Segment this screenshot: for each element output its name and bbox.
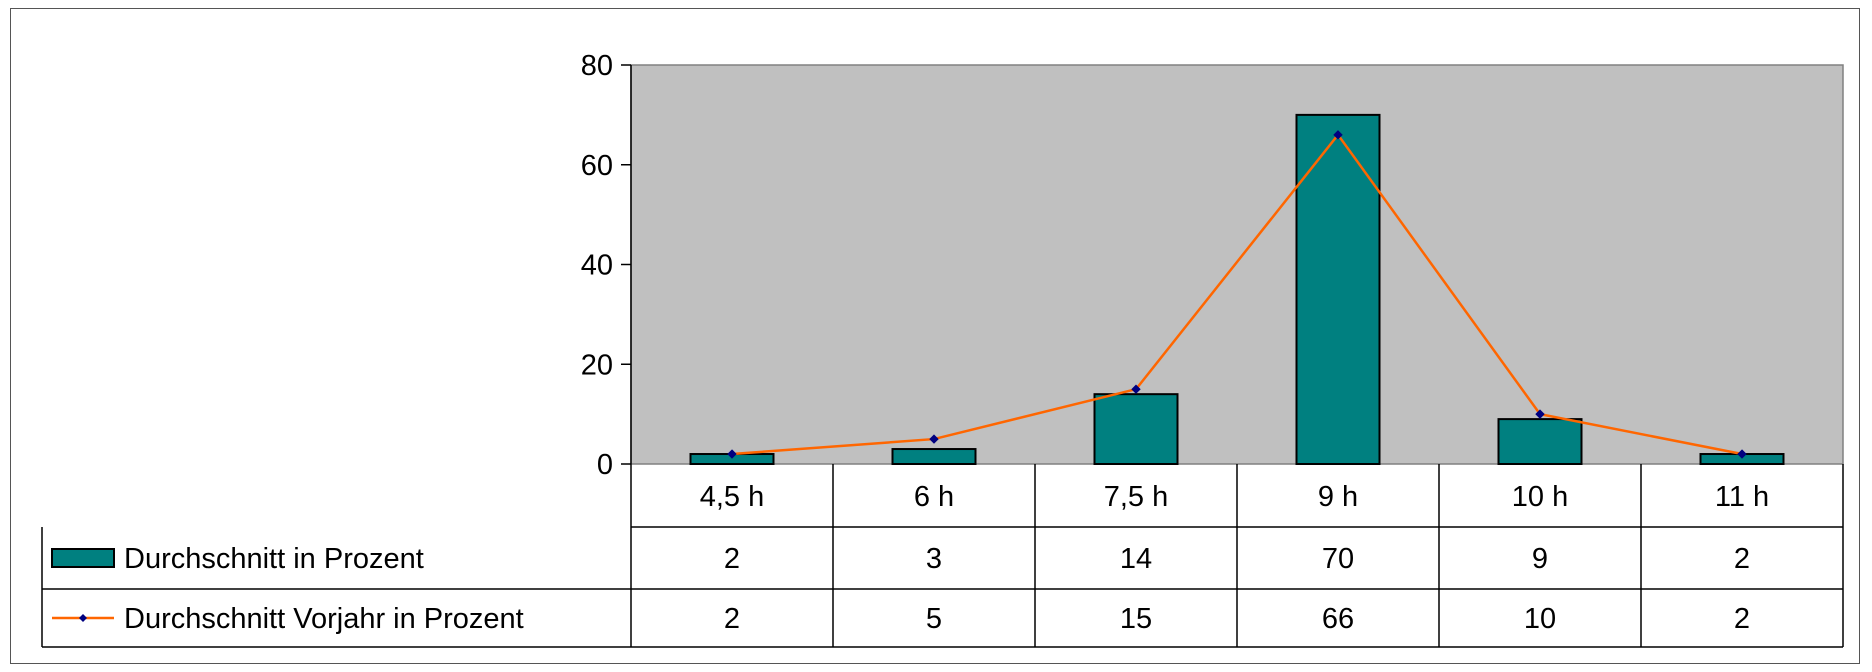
bar-5 — [1497, 418, 1583, 465]
line-point-4 — [1333, 130, 1343, 140]
bar-4 — [1295, 113, 1381, 465]
table-value-s1-6: 2 — [1734, 543, 1750, 575]
table-value-s1-3: 14 — [1120, 543, 1152, 575]
line-point-1 — [727, 449, 737, 459]
table-value-s2-4: 66 — [1322, 603, 1354, 635]
category-label-5: 10 h — [1512, 481, 1568, 513]
category-label-6: 11 h — [1715, 481, 1769, 513]
category-label-1: 4,5 h — [700, 481, 765, 513]
y-tick-label-80: 80 — [581, 50, 613, 82]
plot-area — [630, 64, 1844, 465]
line-series-vorjahr — [731, 132, 1743, 456]
table-value-s1-1: 2 — [724, 543, 740, 575]
legend-key-marker — [79, 614, 87, 622]
line-point-6 — [1737, 449, 1747, 459]
line-point-2 — [929, 434, 939, 444]
line-point-5 — [1535, 409, 1545, 419]
y-tick-label-20: 20 — [581, 349, 613, 381]
table-value-s2-5: 10 — [1524, 603, 1556, 635]
table-value-s1-2: 3 — [926, 543, 942, 575]
category-label-3: 7,5 h — [1104, 481, 1169, 513]
y-tick-label-40: 40 — [581, 250, 613, 282]
category-label-2: 6 h — [914, 481, 954, 513]
category-label-4: 9 h — [1318, 481, 1358, 513]
y-tick-label-60: 60 — [581, 150, 613, 182]
table-value-s2-3: 15 — [1120, 603, 1152, 635]
table-value-s2-1: 2 — [724, 603, 740, 635]
series-label-1: Durchschnitt in Prozent — [124, 543, 424, 575]
bar-2 — [891, 448, 977, 466]
series-label-2: Durchschnitt Vorjahr in Prozent — [124, 603, 524, 635]
y-tick-label-0: 0 — [597, 449, 613, 481]
table-value-s1-4: 70 — [1322, 543, 1354, 575]
table-value-s2-6: 2 — [1734, 603, 1750, 635]
table-value-s1-5: 9 — [1532, 543, 1548, 575]
line-point-3 — [1131, 384, 1141, 394]
bar-3 — [1093, 393, 1179, 465]
legend-key-bar — [51, 548, 115, 568]
table-value-s2-2: 5 — [926, 603, 942, 635]
